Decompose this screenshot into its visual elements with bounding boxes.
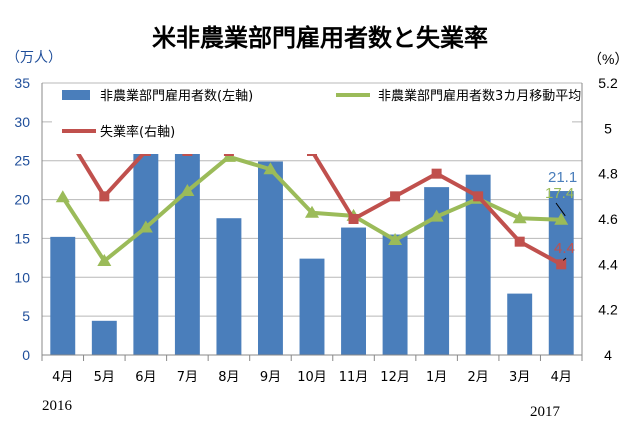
right-tick-label: 4.6 [598,211,618,227]
series-marker [97,253,112,266]
series-marker [388,232,403,245]
series-marker [305,205,319,218]
legend-swatch [62,90,90,100]
x-tick-label: 11月 [339,370,369,385]
series-marker [512,211,527,224]
x-tick-label: 3月 [509,370,530,385]
x-tick-label: 2月 [468,370,489,385]
series-marker [263,162,278,175]
series-marker [180,184,195,197]
series-marker [473,191,484,202]
series-marker [514,236,525,247]
year-label: 2016 [42,398,73,414]
left-tick-label: 20 [14,192,30,208]
bar [507,293,533,355]
x-tick-label: 4月 [52,370,73,385]
right-tick-label: 5.2 [598,75,618,91]
x-tick-label: 12月 [380,370,410,385]
bar [91,320,117,355]
data-label: 17.4 [545,185,574,202]
left-tick-label: 25 [14,153,30,169]
left-tick-label: 35 [14,75,30,91]
annotation-leader [555,202,566,217]
left-axis-unit: （万人） [6,50,62,66]
x-tick-label: 4月 [551,370,572,385]
bar [174,128,200,355]
series-marker [554,212,569,225]
data-label: 4.4 [554,240,575,257]
year-label: 2017 [530,404,561,420]
series-marker [429,209,444,222]
series-marker [431,168,442,179]
annotations: 21.117.4 4.4 [545,169,577,261]
x-tick-label: 1月 [426,370,447,385]
bar [50,236,76,355]
left-tick-label: 15 [14,230,30,246]
bar [299,258,325,355]
series-marker [55,190,70,203]
tick-labels: 0 5 10 15 20 25 30 35 4 4.2 4.4 4.6 4.8 5 5.2 4月 5月 6月 7月 8… [14,75,618,420]
legend-background [52,84,572,154]
x-tick-label: 7月 [177,370,198,385]
x-tick-label: 6月 [135,370,156,385]
annotation-leader [562,257,567,261]
left-tick-label: 0 [22,347,30,363]
series-marker [348,214,359,224]
series-marker [99,191,110,202]
left-tick-label: 5 [22,308,30,324]
left-tick-label: 10 [14,269,30,285]
chart-title: 米非農業部門雇用者数と失業率 [152,24,488,52]
bar [341,227,366,355]
right-tick-label: 4.8 [598,166,618,182]
bar-series [50,124,574,355]
data-label: 21.1 [548,169,577,186]
legend-label: 非農業部門雇用者数3カ月移動平均 [378,88,581,104]
x-tick-label: 8月 [218,370,239,385]
right-tick-label: 4 [604,347,612,363]
right-tick-label: 4.2 [598,302,618,318]
x-tick-label: 9月 [260,370,281,385]
series-marker [556,259,567,270]
right-tick-label: 4.4 [598,256,618,272]
right-tick-label: 5 [604,120,612,136]
x-tick-label: 5月 [94,370,115,385]
bar [216,218,242,355]
right-axis-unit: （%） [588,51,628,67]
series-marker [138,220,153,233]
legend-label: 失業率(右軸) [100,124,175,140]
left-tick-label: 30 [14,114,30,130]
bar [258,161,283,355]
legend-label: 非農業部門雇用者数(左軸) [100,88,253,104]
axes [41,83,583,361]
series-marker [390,191,401,202]
x-tick-label: 10月 [297,370,327,385]
bar [382,234,408,355]
